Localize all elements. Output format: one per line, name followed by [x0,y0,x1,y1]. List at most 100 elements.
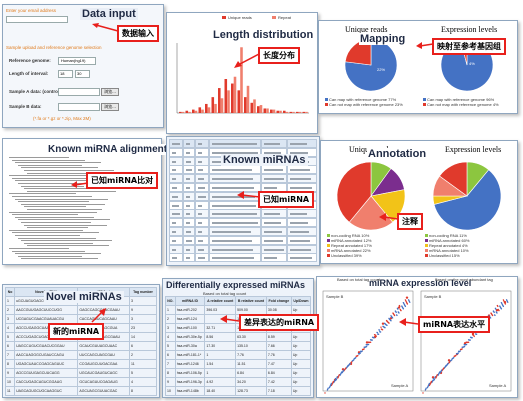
known-header-cell [169,139,183,148]
known-cell-content [264,151,281,154]
known-cell-content [212,213,257,216]
legend-label: Repeat annotated 4% [429,243,468,248]
diff-row: 4 hsa-miR-30e-5p 8.56 63.30 8.59 Up [165,332,312,342]
known-table-cell [287,218,317,228]
scatter-point [463,345,466,348]
known-table-cell [209,244,261,254]
interval-to-value: 30 [77,71,82,76]
novel-cell: UGCAUCGAUGUCAGC [77,368,131,378]
sample-b-field[interactable] [58,103,100,111]
legend-swatch-repeat [272,16,276,19]
known-table-cell [287,165,317,175]
known-alignment-annotation: 已知miRNA比对 [86,172,159,189]
scatter-point [376,331,379,334]
known-cell-content [198,213,202,216]
novel-row: 6 UAGCCUGUCGUACUCGGAU GCAUCGUUAGCUAAC 6 [4,341,157,351]
scatter-point [441,369,443,371]
reference-select[interactable]: Human(hg19) [58,57,96,65]
scatter-point [473,335,475,338]
known-cell-content [290,231,309,233]
alignment-line [18,183,103,184]
known-cell-content [264,178,284,181]
scatter-point [422,392,424,394]
scatter-point [335,378,338,380]
novel-cell: 14 [129,332,157,342]
annotation-pie-chart [336,161,502,231]
diff-cell: 2 [165,314,176,324]
known-cell-content [186,143,190,145]
scatter-point [437,374,439,376]
diff-cell: 1 [204,350,237,360]
email-label: Enter your email address [6,8,57,13]
scatter-point [373,337,375,339]
known-cell-content [212,178,253,181]
known-cell-content [172,169,176,172]
interval-from-select[interactable]: 18 [58,70,73,78]
novel-cell: UAGCAGUGCUGCAAGGUC [14,386,79,396]
known-table-cell [209,165,261,175]
length-bar [296,111,299,113]
known-cell-content [212,151,258,154]
diff-cell: 8 [165,368,176,378]
data-input-title: Data input [80,8,138,20]
known-cell-content [212,248,253,251]
scatter-point [369,341,372,343]
alignment-line [24,224,107,226]
scatter-point [381,329,384,331]
sample-a-browse-button[interactable]: 浏览... [101,88,119,96]
legend-swatch-unique [222,16,226,19]
novel-mirnas-table: No Novel miRNA miRNA star Tag number 1uG… [4,287,157,396]
scatter-point [433,378,436,380]
length-bar [298,111,302,113]
scatter-point [330,382,333,385]
scatter-point [493,311,495,314]
diff-cell: 6.84 [265,368,292,378]
known-table-cell [195,209,209,219]
known-cell-content [198,257,205,260]
known-cell-content [264,222,281,225]
known-cell-content [172,195,178,198]
email-field[interactable] [6,16,68,23]
known-cell-content [290,248,311,251]
novel-cell: GCUCAGUUCGAGAUG [77,377,131,387]
mapping-panel: Unique reads Expression levels 22% 4% Ca… [318,20,518,114]
scatter-point [391,317,394,319]
mapping-legend2: Can map with reference genome 96% Can no… [423,97,499,107]
sample-b-browse-button[interactable]: 浏览... [101,103,119,111]
known-table-cell [169,218,183,228]
scatter-point [371,339,373,341]
known-table-cell [287,174,317,184]
known-cell-content [198,204,202,207]
known-cell-content [172,178,176,181]
length-bar [257,106,260,113]
alignment-line [9,175,90,177]
diff-header-a: A relative count [204,296,237,306]
interval-to-select[interactable]: 30 [75,70,90,78]
length-bar [192,109,195,113]
alignment-line [12,177,106,179]
novel-cell: AACCUAGGGCUGAUCCAGU [14,350,79,360]
novel-cell: GCAUCGUUAGCUAAC [77,341,131,351]
known-table-cell [183,191,195,201]
novel-cell: 23 [129,323,157,333]
known-cell-content [186,187,190,189]
alignment-line [15,162,101,164]
legend-swatch [425,244,428,247]
length-distribution-annotation: 长度分布 [258,47,300,64]
scatter-point [367,343,370,346]
diff-cell: hsa-miR-202 [174,305,206,315]
known-cell-content [290,213,307,216]
novel-cell: AGCCGUUGAGCUUCAGG [14,368,79,378]
sample-a-field[interactable] [58,88,100,96]
known-alignment-arrow-icon [71,181,89,188]
known-header-cell [209,139,261,148]
scatter-point [445,364,447,367]
scatter-point [406,303,409,305]
known-cell-content [198,239,203,242]
scatter-point [451,359,453,361]
scatter-point [399,305,401,308]
known-cell-content [198,187,205,189]
legend-swatch [327,234,330,237]
known-table-cell [169,235,183,245]
length-bar [244,97,247,113]
